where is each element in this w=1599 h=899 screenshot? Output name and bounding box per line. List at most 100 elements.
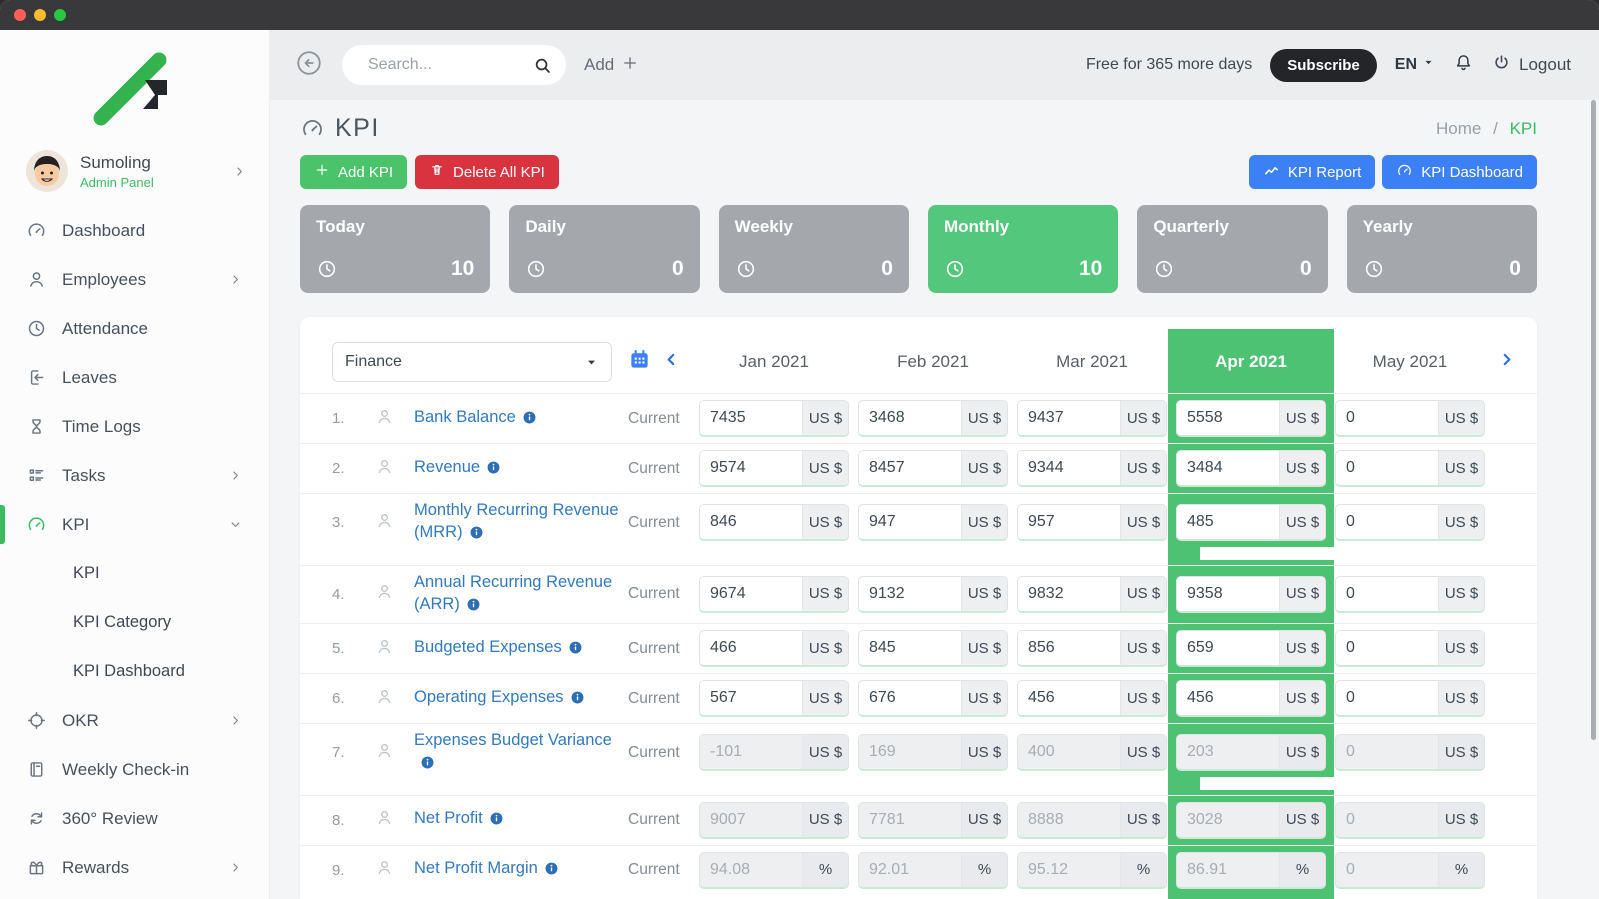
info-icon[interactable]: [570, 689, 585, 711]
kpi-value-input[interactable]: [700, 576, 802, 611]
kpi-name-link[interactable]: Revenue: [414, 456, 619, 481]
quick-add-button[interactable]: Add: [584, 54, 639, 77]
caret-down-icon: [1422, 56, 1435, 74]
sidebar-item-kpi[interactable]: KPI: [0, 500, 269, 549]
close-window-button[interactable]: [14, 9, 26, 21]
kpi-value-input[interactable]: [700, 401, 802, 435]
search-input[interactable]: [368, 56, 533, 74]
sidebar-item-time-logs[interactable]: Time Logs: [0, 402, 269, 451]
kpi-value-input[interactable]: [859, 451, 961, 485]
kpi-dashboard-button[interactable]: KPI Dashboard: [1382, 155, 1537, 189]
app-logo[interactable]: [0, 44, 269, 140]
kpi-value-input[interactable]: [859, 576, 961, 611]
kpi-value-input[interactable]: [1018, 505, 1120, 540]
summary-card-monthly[interactable]: Monthly 10: [927, 205, 1119, 293]
calendar-icon[interactable]: [628, 348, 651, 376]
summary-card-today[interactable]: Today 10: [300, 205, 491, 293]
sidebar-item-okr[interactable]: OKR: [0, 696, 269, 745]
kpi-value-input[interactable]: [1018, 631, 1120, 666]
kpi-value-input[interactable]: [1177, 401, 1279, 435]
back-button[interactable]: [294, 48, 324, 83]
kpi-value-input[interactable]: [1018, 401, 1120, 435]
kpi-value-input[interactable]: [1336, 451, 1438, 485]
sidebar-item-rewards[interactable]: Rewards: [0, 843, 269, 892]
kpi-value-input[interactable]: [700, 505, 802, 540]
kpi-value-input[interactable]: [1177, 576, 1279, 611]
kpi-value-input[interactable]: [1336, 505, 1438, 540]
add-kpi-button[interactable]: Add KPI: [300, 155, 408, 189]
kpi-value-input[interactable]: [1336, 576, 1438, 611]
info-icon[interactable]: [568, 639, 583, 661]
sidebar-item-attendance[interactable]: Attendance: [0, 304, 269, 353]
kpi-value-input[interactable]: [859, 631, 961, 666]
profile-switcher[interactable]: Sumoling Admin Panel: [0, 140, 269, 206]
chev-right-icon: [228, 272, 243, 287]
summary-card-daily[interactable]: Daily 0: [509, 205, 700, 293]
previous-months-chevron-icon[interactable]: [663, 351, 680, 373]
subscribe-button[interactable]: Subscribe: [1270, 48, 1377, 82]
sidebar-item-employees[interactable]: Employees: [0, 255, 269, 304]
kpi-name-link[interactable]: Operating Expenses: [414, 686, 619, 711]
kpi-value-input[interactable]: [700, 681, 802, 716]
kpi-value-input[interactable]: [1336, 401, 1438, 435]
logout-button[interactable]: Logout: [1492, 53, 1571, 77]
minimize-window-button[interactable]: [34, 9, 46, 21]
kpi-value-input[interactable]: [1018, 576, 1120, 611]
kpi-name-link[interactable]: Bank Balance: [414, 406, 619, 431]
delete-all-kpi-button[interactable]: Delete All KPI: [415, 155, 559, 189]
kpi-value-input[interactable]: [1336, 681, 1438, 716]
kpi-value-input[interactable]: [1177, 681, 1279, 716]
clock-icon: [944, 258, 966, 280]
info-icon[interactable]: [489, 810, 504, 832]
kpi-value-input[interactable]: [1018, 681, 1120, 716]
unit-label: US $: [1120, 401, 1166, 435]
kpi-report-button[interactable]: KPI Report: [1248, 155, 1376, 189]
kpi-name-link[interactable]: Net Profit Margin: [414, 857, 619, 882]
info-icon[interactable]: [466, 596, 481, 618]
sidebar-item-kpi-category-sub[interactable]: KPI Category: [0, 598, 269, 647]
kpi-value-input[interactable]: [1336, 631, 1438, 666]
sidebar-item-kpi-sub[interactable]: KPI: [0, 549, 269, 598]
sidebar-item-kpi-dashboard-sub[interactable]: KPI Dashboard: [0, 647, 269, 696]
summary-card-weekly[interactable]: Weekly 0: [718, 205, 909, 293]
kpi-value-input[interactable]: [700, 451, 802, 485]
maximize-window-button[interactable]: [54, 9, 66, 21]
sidebar-item-leaves[interactable]: Leaves: [0, 353, 269, 402]
sidebar-item-dashboard[interactable]: Dashboard: [0, 206, 269, 255]
summary-card-quarterly[interactable]: Quarterly 0: [1137, 205, 1328, 293]
kpi-value-input[interactable]: [859, 681, 961, 716]
kpi-value-input[interactable]: [859, 505, 961, 540]
kpi-name-link[interactable]: Annual Recurring Revenue (ARR): [414, 571, 619, 619]
category-select[interactable]: Finance: [332, 342, 612, 382]
info-icon[interactable]: [420, 754, 435, 776]
info-icon[interactable]: [522, 409, 537, 431]
summary-card-yearly[interactable]: Yearly 0: [1346, 205, 1537, 293]
sidebar-item-weekly-check-in[interactable]: Weekly Check-in: [0, 745, 269, 794]
info-icon[interactable]: [486, 459, 501, 481]
kpi-value-input[interactable]: [859, 401, 961, 435]
kpi-value-input[interactable]: [1177, 451, 1279, 485]
kpi-value-input[interactable]: [1177, 631, 1279, 666]
info-icon[interactable]: [469, 524, 484, 546]
search-box[interactable]: [342, 45, 566, 85]
kpi-name-link[interactable]: Monthly Recurring Revenue (MRR): [414, 499, 619, 547]
kpi-value-input[interactable]: [1018, 451, 1120, 485]
info-icon[interactable]: [544, 860, 559, 882]
kpi-name-link[interactable]: Budgeted Expenses: [414, 636, 619, 661]
kpi-value-field: US $: [1017, 504, 1167, 542]
kpi-value-field: US $: [1017, 450, 1167, 487]
breadcrumb-home[interactable]: Home: [1436, 118, 1482, 138]
kpi-value-input[interactable]: [700, 631, 802, 666]
search-icon[interactable]: [533, 56, 552, 75]
unit-label: US $: [1438, 505, 1484, 540]
vertical-scrollbar[interactable]: [1591, 100, 1596, 740]
sidebar-item-360-review[interactable]: 360° Review: [0, 794, 269, 843]
kpi-value-field: US $: [1176, 734, 1326, 772]
sidebar-item-tasks[interactable]: Tasks: [0, 451, 269, 500]
notifications-bell-icon[interactable]: [1453, 52, 1474, 78]
kpi-name-link[interactable]: Net Profit: [414, 807, 619, 832]
kpi-name-link[interactable]: Expenses Budget Variance: [414, 729, 619, 777]
next-months-chevron-icon[interactable]: [1498, 351, 1515, 373]
language-selector[interactable]: EN: [1395, 56, 1435, 74]
kpi-value-input[interactable]: [1177, 505, 1279, 540]
